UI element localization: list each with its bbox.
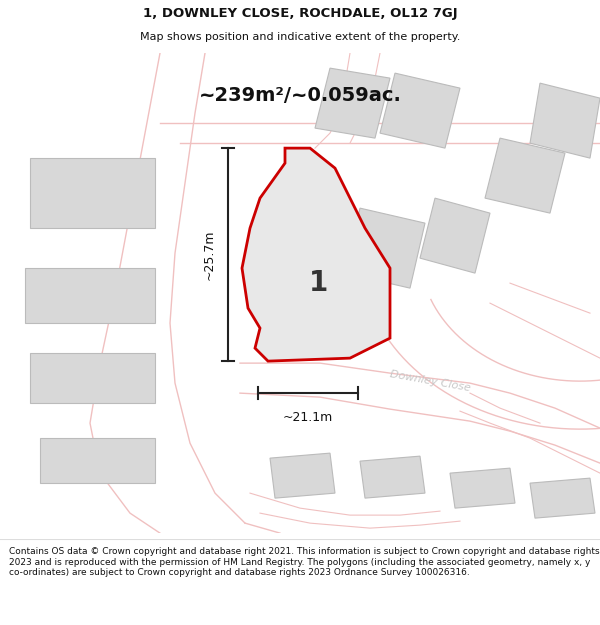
Polygon shape bbox=[380, 73, 460, 148]
Text: 1, DOWNLEY CLOSE, ROCHDALE, OL12 7GJ: 1, DOWNLEY CLOSE, ROCHDALE, OL12 7GJ bbox=[143, 7, 457, 20]
Polygon shape bbox=[530, 83, 600, 158]
Polygon shape bbox=[485, 138, 565, 213]
Text: 1: 1 bbox=[308, 269, 328, 297]
Text: ~25.7m: ~25.7m bbox=[203, 229, 216, 280]
Polygon shape bbox=[450, 468, 515, 508]
Polygon shape bbox=[30, 158, 155, 228]
Polygon shape bbox=[420, 198, 490, 273]
Polygon shape bbox=[25, 268, 155, 323]
Polygon shape bbox=[242, 148, 390, 361]
Polygon shape bbox=[30, 353, 155, 403]
Text: ~239m²/~0.059ac.: ~239m²/~0.059ac. bbox=[199, 86, 401, 104]
Text: Contains OS data © Crown copyright and database right 2021. This information is : Contains OS data © Crown copyright and d… bbox=[9, 548, 599, 577]
Polygon shape bbox=[270, 453, 335, 498]
Text: Downley Close: Downley Close bbox=[389, 369, 471, 393]
Polygon shape bbox=[345, 208, 425, 288]
Polygon shape bbox=[530, 478, 595, 518]
Text: ~21.1m: ~21.1m bbox=[283, 411, 333, 424]
Polygon shape bbox=[40, 438, 155, 483]
Polygon shape bbox=[360, 456, 425, 498]
Text: Map shows position and indicative extent of the property.: Map shows position and indicative extent… bbox=[140, 32, 460, 42]
Polygon shape bbox=[315, 68, 390, 138]
